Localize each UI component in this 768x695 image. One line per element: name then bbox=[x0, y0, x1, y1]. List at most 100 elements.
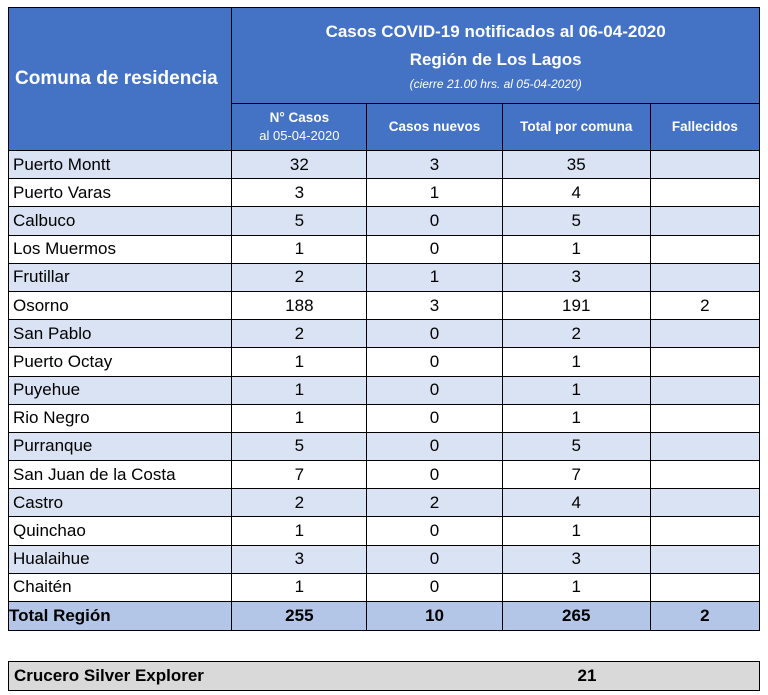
table-row: Puerto Montt 32 3 35 bbox=[7, 149, 761, 180]
deaths-cell bbox=[649, 488, 761, 518]
new-cases-cell: 3 bbox=[366, 149, 503, 180]
total-cell: 7 bbox=[501, 460, 651, 490]
comuna-cell: Puerto Varas bbox=[7, 178, 233, 208]
new-cases-cell: 1 bbox=[366, 262, 503, 292]
deaths-cell bbox=[649, 375, 761, 405]
total-deaths-cell: 2 bbox=[649, 601, 761, 631]
deaths-cell bbox=[649, 234, 761, 264]
cases-cell: 2 bbox=[231, 319, 368, 349]
total-cell: 3 bbox=[501, 262, 651, 292]
cases-cell: 1 bbox=[231, 516, 368, 546]
new-cases-cell: 0 bbox=[366, 431, 503, 462]
new-cases-cell: 0 bbox=[366, 234, 503, 264]
deaths-cell bbox=[649, 347, 761, 377]
comuna-cell: San Juan de la Costa bbox=[7, 460, 233, 490]
cases-cell: 1 bbox=[231, 572, 368, 603]
new-cases-cell: 0 bbox=[366, 375, 503, 405]
comuna-cell: Osorno bbox=[7, 290, 233, 321]
total-cell: 35 bbox=[501, 149, 651, 180]
cases-cell: 3 bbox=[231, 544, 368, 574]
cases-cell: 1 bbox=[231, 347, 368, 377]
new-cases-cell: 0 bbox=[366, 319, 503, 349]
total-row: Total Región 255 10 265 2 bbox=[7, 601, 761, 631]
table-row: Los Muermos 1 0 1 bbox=[7, 234, 761, 264]
cases-cell: 2 bbox=[231, 262, 368, 292]
new-cases-cell: 0 bbox=[366, 460, 503, 490]
table-row: Puerto Octay 1 0 1 bbox=[7, 347, 761, 377]
comuna-cell: Hualaihue bbox=[7, 544, 233, 574]
cruise-ship-label: Crucero Silver Explorer bbox=[14, 666, 204, 685]
comuna-cell: Purranque bbox=[7, 431, 233, 462]
table-row: Osorno 188 3 191 2 bbox=[7, 290, 761, 321]
cruise-ship-cases: 21 bbox=[577, 666, 597, 685]
table-row: Puerto Varas 3 1 4 bbox=[7, 178, 761, 208]
cases-cell: 3 bbox=[231, 178, 368, 208]
deaths-cell bbox=[649, 206, 761, 236]
total-cell: 191 bbox=[501, 290, 651, 321]
table-row: San Pablo 2 0 2 bbox=[7, 319, 761, 349]
comuna-cell: Castro bbox=[7, 488, 233, 518]
comuna-cell: Calbuco bbox=[7, 206, 233, 236]
table-title: Casos COVID-19 notificados al 06-04-2020 bbox=[325, 21, 666, 41]
total-cell: 1 bbox=[501, 516, 651, 546]
col-header-new-cases: Casos nuevos bbox=[366, 103, 503, 151]
deaths-cell bbox=[649, 544, 761, 574]
table-row: Castro 2 2 4 bbox=[7, 488, 761, 518]
total-cell: 2 bbox=[501, 319, 651, 349]
deaths-cell bbox=[649, 460, 761, 490]
col-header-cases: N° Casos al 05-04-2020 bbox=[231, 103, 368, 151]
deaths-cell bbox=[649, 431, 761, 462]
comuna-cell: Puerto Octay bbox=[7, 347, 233, 377]
deaths-cell bbox=[649, 403, 761, 433]
col-header-total: Total por comuna bbox=[501, 103, 651, 151]
total-cases-cell: 255 bbox=[231, 601, 368, 631]
total-cell: 4 bbox=[501, 488, 651, 518]
cruise-ship-row: Crucero Silver Explorer 21 bbox=[8, 661, 760, 691]
deaths-cell bbox=[649, 149, 761, 180]
comuna-cell: San Pablo bbox=[7, 319, 233, 349]
new-cases-cell: 0 bbox=[366, 516, 503, 546]
new-cases-cell: 0 bbox=[366, 206, 503, 236]
total-cell: 1 bbox=[501, 572, 651, 603]
cases-cell: 32 bbox=[231, 149, 368, 180]
cases-cell: 7 bbox=[231, 460, 368, 490]
comuna-cell: Chaitén bbox=[7, 572, 233, 603]
cases-cell: 1 bbox=[231, 375, 368, 405]
comuna-cell: Rio Negro bbox=[7, 403, 233, 433]
comuna-cell: Puyehue bbox=[7, 375, 233, 405]
total-cell: 5 bbox=[501, 431, 651, 462]
total-cell: 4 bbox=[501, 178, 651, 208]
new-cases-cell: 0 bbox=[366, 347, 503, 377]
deaths-cell bbox=[649, 319, 761, 349]
deaths-cell bbox=[649, 516, 761, 546]
new-cases-cell: 3 bbox=[366, 290, 503, 321]
region-name: Región de Los Lagos bbox=[409, 49, 582, 69]
table-row: Rio Negro 1 0 1 bbox=[7, 403, 761, 433]
total-cell: 1 bbox=[501, 403, 651, 433]
deaths-cell bbox=[649, 262, 761, 292]
col-header-deaths: Fallecidos bbox=[649, 103, 761, 151]
total-label: Total Región bbox=[7, 601, 233, 631]
total-new-cases-cell: 10 bbox=[366, 601, 503, 631]
cutoff-note: (cierre 21.00 hrs. al 05-04-2020) bbox=[409, 76, 582, 91]
table-row: Frutillar 2 1 3 bbox=[7, 262, 761, 292]
total-cell: 5 bbox=[501, 206, 651, 236]
table-row: Hualaihue 3 0 3 bbox=[7, 544, 761, 574]
total-cell: 1 bbox=[501, 347, 651, 377]
cases-cell: 5 bbox=[231, 431, 368, 462]
table-row: Puyehue 1 0 1 bbox=[7, 375, 761, 405]
row-label-header: Comuna de residencia bbox=[7, 7, 233, 151]
table-row: Chaitén 1 0 1 bbox=[7, 572, 761, 603]
col-header-cases-date: al 05-04-2020 bbox=[259, 128, 340, 143]
deaths-cell bbox=[649, 572, 761, 603]
total-cell: 1 bbox=[501, 375, 651, 405]
new-cases-cell: 0 bbox=[366, 403, 503, 433]
table-row: Quinchao 1 0 1 bbox=[7, 516, 761, 546]
deaths-cell bbox=[649, 178, 761, 208]
table-row: Calbuco 5 0 5 bbox=[7, 206, 761, 236]
cases-cell: 1 bbox=[231, 403, 368, 433]
comuna-cell: Puerto Montt bbox=[7, 149, 233, 180]
total-cell: 3 bbox=[501, 544, 651, 574]
cases-cell: 2 bbox=[231, 488, 368, 518]
cases-cell: 1 bbox=[231, 234, 368, 264]
